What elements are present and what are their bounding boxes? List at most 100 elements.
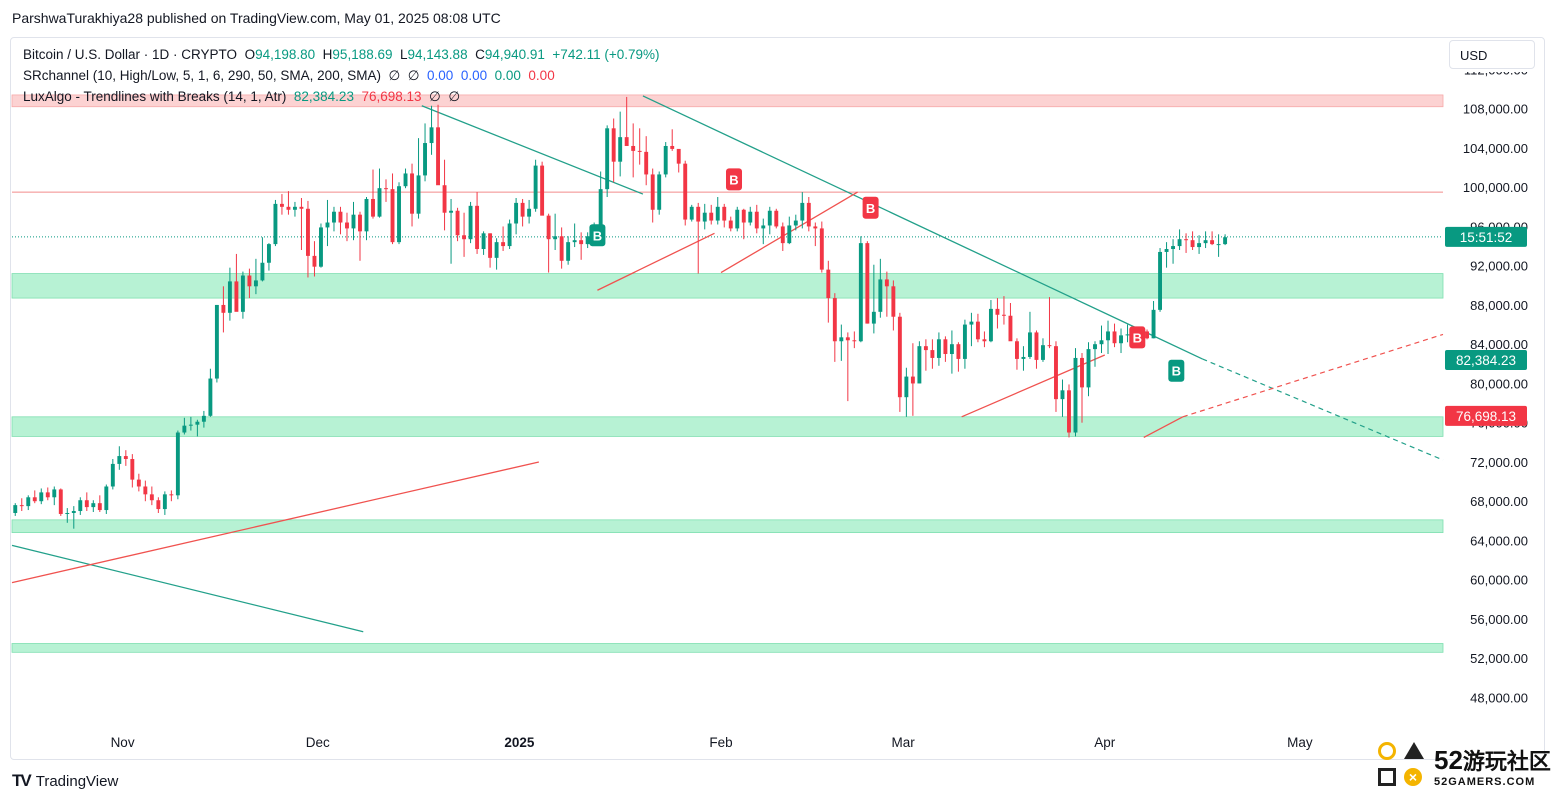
candle[interactable]	[364, 198, 369, 232]
break-marker-bear[interactable]	[726, 168, 743, 191]
candle[interactable]	[598, 189, 603, 227]
candle[interactable]	[871, 311, 876, 324]
candle[interactable]	[1177, 239, 1182, 247]
candle[interactable]	[527, 208, 532, 217]
candle[interactable]	[19, 505, 24, 507]
candle[interactable]	[429, 127, 434, 144]
candle[interactable]	[787, 225, 792, 244]
candle[interactable]	[676, 148, 681, 164]
candle[interactable]	[71, 511, 76, 513]
candle[interactable]	[832, 298, 837, 342]
candle[interactable]	[1197, 243, 1202, 248]
candle[interactable]	[891, 286, 896, 317]
candle[interactable]	[377, 188, 382, 217]
candle[interactable]	[982, 339, 987, 342]
candle[interactable]	[540, 165, 545, 216]
candle[interactable]	[572, 240, 577, 243]
break-marker-bear[interactable]	[862, 196, 879, 219]
candle[interactable]	[611, 128, 616, 162]
candle[interactable]	[130, 459, 135, 480]
candle[interactable]	[136, 479, 141, 487]
candle[interactable]	[1125, 334, 1130, 336]
candle[interactable]	[559, 236, 564, 261]
candle[interactable]	[923, 346, 928, 351]
candle[interactable]	[624, 137, 629, 146]
candle[interactable]	[780, 226, 785, 244]
candle[interactable]	[585, 236, 590, 245]
candle[interactable]	[910, 376, 915, 384]
candle[interactable]	[455, 210, 460, 236]
candle[interactable]	[162, 494, 167, 510]
candle[interactable]	[852, 340, 857, 342]
candle[interactable]	[65, 512, 70, 514]
candle[interactable]	[845, 337, 850, 341]
candle[interactable]	[253, 280, 258, 287]
candle[interactable]	[631, 145, 636, 151]
candle[interactable]	[358, 214, 362, 232]
candle[interactable]	[1223, 237, 1228, 245]
candle[interactable]	[1184, 239, 1189, 241]
candle[interactable]	[403, 173, 408, 187]
candle[interactable]	[227, 281, 232, 313]
candle[interactable]	[488, 233, 493, 258]
candle[interactable]	[208, 378, 213, 416]
candle[interactable]	[332, 211, 336, 223]
candle[interactable]	[767, 210, 772, 226]
candle[interactable]	[299, 206, 304, 209]
candle[interactable]	[58, 489, 63, 514]
candle[interactable]	[201, 415, 206, 422]
candle[interactable]	[195, 421, 200, 425]
candle[interactable]	[689, 206, 694, 220]
candle[interactable]	[351, 214, 356, 229]
candle[interactable]	[423, 143, 427, 176]
candle[interactable]	[416, 175, 421, 214]
candle[interactable]	[826, 269, 831, 299]
candle[interactable]	[728, 220, 733, 229]
candle[interactable]	[462, 235, 467, 240]
candle[interactable]	[1210, 240, 1215, 245]
candle[interactable]	[754, 211, 759, 229]
break-marker-bull[interactable]	[1168, 359, 1185, 382]
candle[interactable]	[930, 350, 935, 358]
candle[interactable]	[410, 173, 414, 214]
candle[interactable]	[793, 220, 798, 226]
candle[interactable]	[266, 244, 271, 263]
candle[interactable]	[494, 242, 499, 258]
candle[interactable]	[273, 203, 278, 245]
candle[interactable]	[475, 205, 480, 250]
candle[interactable]	[91, 503, 96, 508]
candle[interactable]	[962, 324, 967, 359]
candle[interactable]	[104, 486, 109, 511]
candle[interactable]	[45, 492, 50, 498]
candle[interactable]	[1034, 332, 1039, 360]
luxalgo-row[interactable]: LuxAlgo - Trendlines with Breaks (14, 1,…	[23, 86, 660, 107]
candle[interactable]	[175, 432, 180, 496]
candle[interactable]	[1216, 244, 1221, 246]
candle[interactable]	[722, 206, 727, 221]
candle[interactable]	[683, 163, 688, 220]
candle[interactable]	[813, 226, 818, 229]
candle[interactable]	[260, 262, 265, 281]
break-marker-bull[interactable]	[589, 224, 606, 247]
candle[interactable]	[84, 500, 89, 508]
candle[interactable]	[1054, 346, 1058, 400]
candle[interactable]	[670, 145, 675, 149]
candle[interactable]	[247, 275, 252, 287]
candle[interactable]	[325, 222, 330, 228]
candle[interactable]	[319, 227, 323, 267]
candle[interactable]	[995, 308, 1000, 315]
candle[interactable]	[292, 206, 297, 210]
candle[interactable]	[32, 497, 37, 502]
candle[interactable]	[741, 209, 746, 223]
candle[interactable]	[702, 212, 707, 222]
candle[interactable]	[644, 151, 649, 175]
candle[interactable]	[1067, 390, 1071, 433]
candle[interactable]	[761, 225, 766, 229]
candle[interactable]	[1086, 349, 1091, 388]
candle[interactable]	[78, 500, 83, 512]
candle[interactable]	[1080, 357, 1084, 388]
candle[interactable]	[149, 494, 154, 501]
candle[interactable]	[956, 344, 961, 359]
candle[interactable]	[442, 185, 447, 213]
